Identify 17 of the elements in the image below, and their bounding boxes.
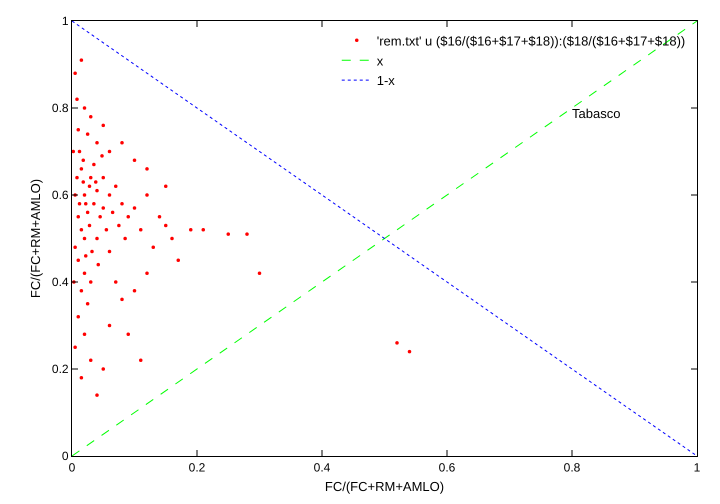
y-axis-title: FC/(FC+RM+AMLO) xyxy=(28,178,43,298)
x-tick-label: 0.6 xyxy=(438,460,456,474)
x-axis-title: FC/(FC+RM+AMLO) xyxy=(324,479,444,494)
annotation: Tabasco xyxy=(572,106,620,121)
y-tick-label: 1 xyxy=(62,14,69,28)
x-tick-label: 0.4 xyxy=(314,460,331,474)
y-tick-label: 0.2 xyxy=(52,362,69,376)
y-tick-label: 0.4 xyxy=(52,275,69,290)
legend-label: x xyxy=(376,53,384,68)
x-tick-label: 0.2 xyxy=(188,460,206,474)
x-tick-label: 0.8 xyxy=(564,460,581,474)
y-tick-label: 0.6 xyxy=(52,188,69,202)
legend-label: 1-x xyxy=(376,73,396,88)
y-tick-label: 0 xyxy=(62,449,69,464)
x-tick-label: 1 xyxy=(694,460,701,474)
legend-label: 'rem.txt' u ($16/($16+$17+$18)):($18/($16+$17+$18)) xyxy=(376,33,686,48)
y-tick-label: 0.8 xyxy=(52,101,69,116)
